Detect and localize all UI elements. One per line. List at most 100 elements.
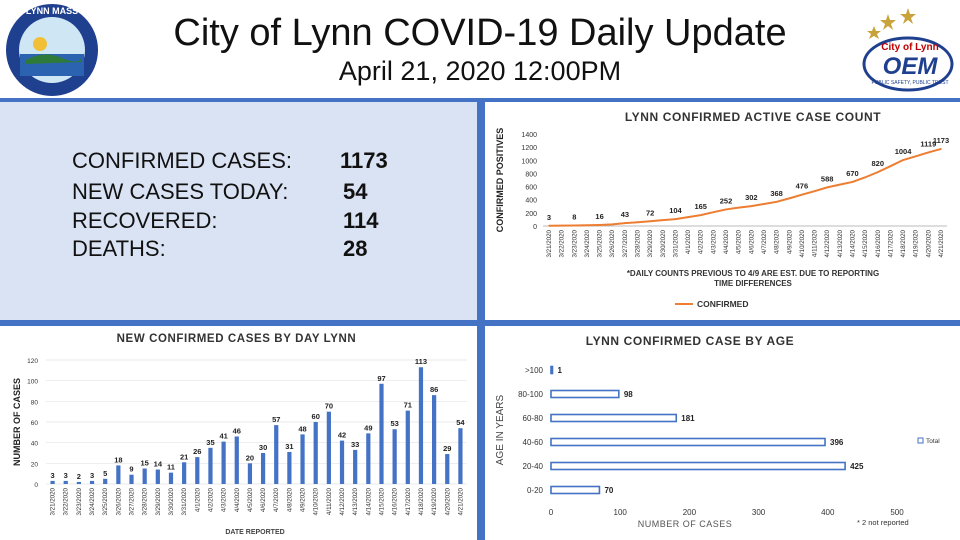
data-label: 396 — [830, 438, 844, 447]
stat-value-new-cases: 54 — [343, 179, 368, 204]
oem-logo: City of Lynn OEM PUBLIC SAFETY, PUBLIC T… — [862, 8, 954, 92]
data-point — [902, 159, 904, 161]
seal-sun — [33, 37, 47, 51]
y-tick-label: 1200 — [521, 145, 537, 152]
data-label: 9 — [129, 465, 133, 474]
x-tick-label: 3/24/2020 — [89, 487, 96, 515]
data-label: 43 — [621, 210, 629, 219]
x-tick-label: 3/26/2020 — [609, 229, 616, 257]
x-tick-label: 3/27/2020 — [129, 487, 136, 515]
y-tick-label: 60-80 — [523, 414, 544, 423]
bar — [326, 411, 331, 484]
y-tick-label: 40 — [31, 441, 39, 448]
data-point — [775, 201, 778, 203]
x-tick-label: 4/10/2020 — [313, 487, 320, 515]
data-point — [586, 224, 588, 227]
y-tick-label: >100 — [525, 366, 544, 375]
x-tick-label: 4/9/2020 — [300, 487, 307, 512]
bar — [366, 433, 371, 484]
page-subtitle: April 21, 2020 12:00PM — [338, 56, 622, 86]
x-tick-label: 400 — [821, 508, 835, 517]
x-tick-label: 4/2/2020 — [207, 487, 214, 512]
x-tick-label: 3/22/2020 — [559, 229, 566, 257]
data-label: 53 — [390, 419, 398, 428]
star-icon — [900, 8, 916, 24]
data-label: 252 — [720, 196, 733, 205]
data-label: 97 — [377, 374, 385, 383]
stat-label-recovered: RECOVERED: — [72, 208, 218, 233]
x-tick-label: 3/30/2020 — [168, 487, 175, 515]
active-case-chart-panel: LYNN CONFIRMED ACTIVE CASE COUNT CONFIRME… — [485, 102, 960, 320]
x-tick-label: 4/11/2020 — [812, 229, 819, 257]
x-tick-label: 4/15/2020 — [862, 229, 869, 257]
x-tick-label: 100 — [614, 508, 628, 517]
x-tick-label: 4/3/2020 — [221, 487, 228, 512]
stat-value-deaths: 28 — [343, 236, 368, 261]
x-tick-label: 3/25/2020 — [102, 487, 109, 515]
x-axis-label: NUMBER OF CASES — [638, 519, 733, 529]
y-tick-label: 0 — [533, 224, 537, 231]
bar — [234, 436, 239, 484]
x-tick-label: 4/11/2020 — [326, 487, 333, 515]
x-tick-label: 4/10/2020 — [799, 229, 806, 257]
bar — [550, 485, 601, 495]
data-label: 1 — [558, 366, 563, 375]
x-tick-label: 3/28/2020 — [142, 487, 149, 515]
summary-stats-panel: CONFIRMED CASES: 1173 NEW CASES TODAY: 5… — [0, 102, 477, 320]
city-seal-logo: LYNN MASS — [6, 4, 98, 96]
data-point — [699, 214, 702, 216]
bar — [195, 457, 200, 484]
x-tick-label: 4/8/2020 — [286, 487, 293, 512]
data-label: 2 — [77, 472, 81, 481]
stat-label-confirmed: CONFIRMED CASES: — [72, 148, 293, 173]
bar — [550, 413, 678, 423]
data-point — [826, 186, 828, 189]
x-tick-label: 3/31/2020 — [181, 487, 188, 515]
y-tick-label: 600 — [525, 185, 537, 192]
data-label: 14 — [154, 460, 163, 469]
data-point — [712, 211, 715, 213]
y-tick-label: 800 — [525, 171, 537, 178]
x-tick-label: 3/24/2020 — [584, 229, 591, 257]
bar — [89, 480, 95, 484]
data-label: 5 — [103, 469, 107, 478]
x-tick-label: 4/14/2020 — [849, 229, 856, 257]
x-tick-label: 4/16/2020 — [875, 229, 882, 257]
x-tick-label: 0 — [549, 508, 554, 517]
x-tick-label: 4/9/2020 — [786, 229, 793, 254]
data-label: 16 — [595, 212, 603, 221]
data-point — [687, 216, 689, 218]
logo-text-top: City of Lynn — [881, 42, 938, 53]
data-point — [560, 224, 563, 227]
stat-value-recovered: 114 — [343, 208, 379, 233]
x-tick-label: 3/31/2020 — [672, 229, 679, 257]
data-point — [662, 219, 664, 221]
data-label: 11 — [167, 463, 175, 472]
chart-title: NEW CONFIRMED CASES BY DAY LYNN — [117, 333, 357, 345]
x-tick-label: 4/3/2020 — [710, 229, 717, 254]
x-tick-label: 4/16/2020 — [392, 487, 399, 515]
data-label: 1004 — [895, 147, 913, 156]
bar — [155, 469, 160, 484]
bar — [260, 453, 266, 484]
legend-label: CONFIRMED — [697, 299, 748, 309]
x-tick-label: 4/7/2020 — [273, 487, 280, 512]
data-label: 21 — [180, 452, 188, 461]
logo-text-bottom: PUBLIC SAFETY, PUBLIC TRUST — [871, 80, 948, 86]
bar — [221, 441, 226, 484]
x-tick-label: 3/23/2020 — [571, 229, 578, 257]
legend-swatch — [917, 437, 924, 444]
bar — [432, 395, 437, 484]
y-tick-label: 400 — [525, 198, 537, 205]
data-label: 165 — [694, 202, 707, 211]
x-tick-label: 4/12/2020 — [339, 487, 346, 515]
data-point — [914, 155, 917, 158]
x-tick-label: 4/5/2020 — [247, 487, 254, 512]
data-label: 41 — [219, 432, 227, 441]
bar — [300, 434, 305, 484]
bar — [392, 429, 397, 484]
data-label: 20 — [246, 453, 254, 462]
data-label: 18 — [114, 455, 122, 464]
data-label: 33 — [351, 440, 359, 449]
bar — [458, 428, 463, 484]
